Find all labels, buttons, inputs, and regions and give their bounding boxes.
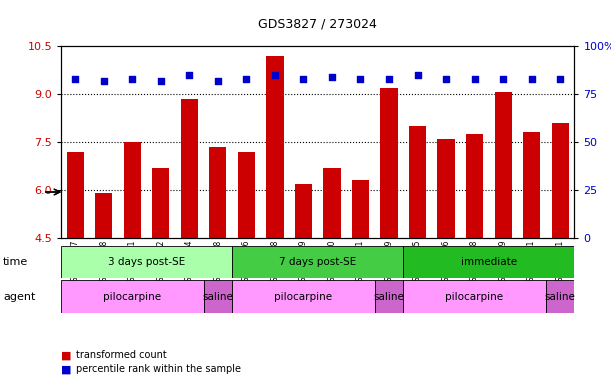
Point (470, 76, 480, 82)
Bar (437, 139, 455, 238)
Bar (203, 280, 232, 313)
Text: ■: ■ (61, 364, 71, 374)
Text: transformed count: transformed count (76, 350, 167, 360)
Bar (266, 56, 284, 238)
Bar (546, 280, 574, 313)
Text: pilocarpine: pilocarpine (445, 291, 503, 302)
Bar (409, 126, 426, 238)
Point (356, 76, 365, 82)
Bar (552, 123, 569, 238)
Bar (403, 280, 546, 313)
Point (498, 76, 508, 82)
Bar (323, 168, 340, 238)
Bar (67, 152, 84, 238)
Text: saline: saline (373, 291, 404, 302)
Bar (352, 180, 369, 238)
Text: 3 days post-SE: 3 days post-SE (108, 257, 185, 267)
Bar (403, 246, 574, 278)
Text: pilocarpine: pilocarpine (274, 291, 332, 302)
Point (441, 76, 451, 82)
Text: percentile rank within the sample: percentile rank within the sample (76, 364, 241, 374)
Text: pilocarpine: pilocarpine (103, 291, 161, 302)
Bar (210, 147, 227, 238)
Bar (523, 132, 540, 238)
Text: saline: saline (202, 291, 233, 302)
Text: saline: saline (544, 291, 576, 302)
Bar (494, 93, 511, 238)
Point (185, 72, 194, 78)
Bar (95, 193, 112, 238)
Text: 7 days post-SE: 7 days post-SE (279, 257, 356, 267)
Bar (238, 152, 255, 238)
Bar (61, 280, 203, 313)
Point (299, 76, 309, 82)
Point (241, 76, 251, 82)
Point (270, 72, 280, 78)
Bar (181, 99, 198, 238)
Point (213, 78, 223, 84)
Point (99, 78, 109, 84)
Point (327, 74, 337, 80)
Point (555, 76, 565, 82)
Bar (232, 246, 403, 278)
Bar (295, 184, 312, 238)
Text: agent: agent (3, 291, 35, 302)
Bar (124, 142, 141, 238)
Bar (375, 280, 403, 313)
Bar (61, 246, 232, 278)
Bar (381, 88, 398, 238)
Point (384, 76, 394, 82)
Text: immediate: immediate (461, 257, 517, 267)
Bar (152, 168, 169, 238)
Point (412, 72, 422, 78)
Text: GDS3827 / 273024: GDS3827 / 273024 (258, 17, 377, 30)
Point (128, 76, 137, 82)
Point (527, 76, 536, 82)
Point (156, 78, 166, 84)
Text: ■: ■ (61, 350, 71, 360)
Bar (232, 280, 375, 313)
Text: time: time (3, 257, 28, 267)
Point (70, 76, 80, 82)
Bar (466, 134, 483, 238)
